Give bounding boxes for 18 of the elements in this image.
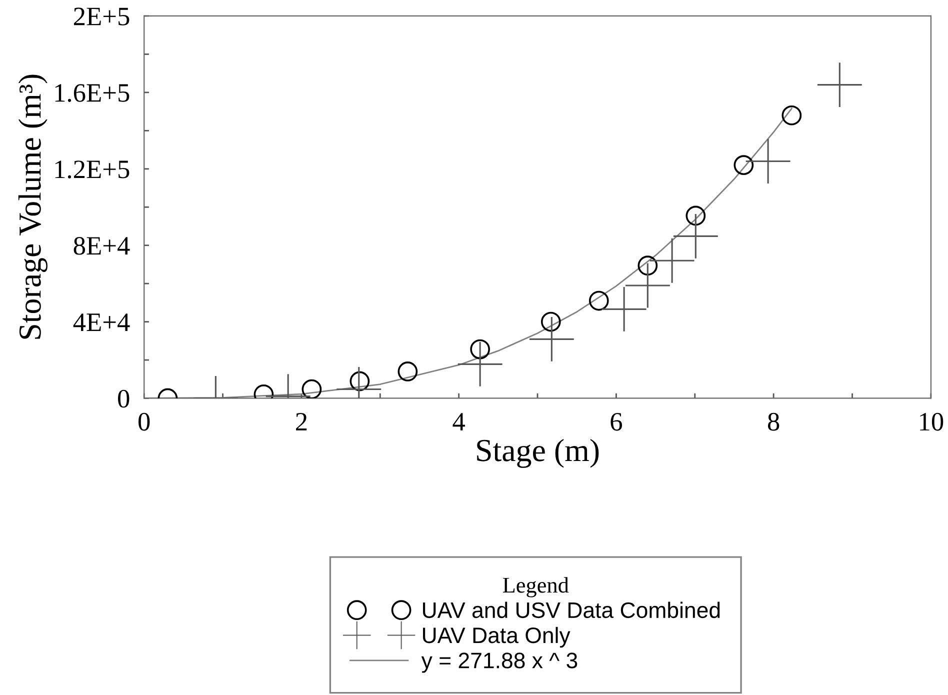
y-tick-label: 4E+4 [73,314,130,331]
x-axis-title: Stage (m) [477,438,599,468]
x-tick-label: 0 [138,412,150,431]
x-tick-label: 4 [452,413,466,430]
x-tick-label: 10 [920,412,944,431]
legend-label: y = 271.88 x ^ 3 [421,652,578,673]
y-tick-label: 2E+5 [74,8,130,26]
legend-label: UAV Data Only [423,626,570,648]
y-tick-label: 1.6E+5 [55,84,130,102]
legend-label: UAV and USV Data Combined [423,602,720,618]
y-tick-label: 0 [118,390,130,408]
y-tick-label: 8E+4 [74,236,130,255]
y-tick-label: 1.2E+5 [55,160,130,178]
x-tick-label: 6 [610,412,622,431]
x-tick-label: 2 [296,412,307,430]
legend-title: Legend [502,577,569,598]
x-tick-label: 8 [768,412,780,431]
y-axis-title: Storage Volume (m³) [18,74,48,339]
